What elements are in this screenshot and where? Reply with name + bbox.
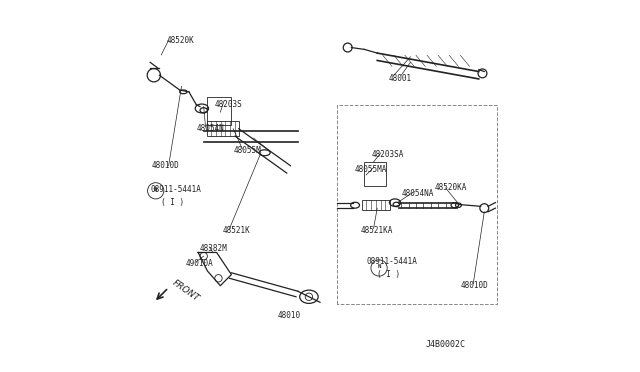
Text: 48054NA: 48054NA <box>401 189 434 198</box>
Text: 48521KA: 48521KA <box>360 226 393 235</box>
Text: ( I ): ( I ) <box>377 270 401 279</box>
Text: J4B0002C: J4B0002C <box>426 340 466 349</box>
Text: 48054N: 48054N <box>196 124 224 133</box>
Text: N: N <box>378 264 381 269</box>
Text: 48055M: 48055M <box>233 147 261 155</box>
Text: FRONT: FRONT <box>170 279 201 304</box>
Text: 08911-5441A: 08911-5441A <box>366 257 417 266</box>
Text: 48010: 48010 <box>278 311 301 320</box>
Text: 48010D: 48010D <box>460 281 488 290</box>
Text: 08911-5441A: 08911-5441A <box>150 185 201 194</box>
Text: 48001: 48001 <box>388 74 412 83</box>
Text: 48382M: 48382M <box>200 244 228 253</box>
Text: 49010A: 49010A <box>185 259 213 268</box>
Bar <box>364 162 387 186</box>
Text: 48055MA: 48055MA <box>355 165 387 174</box>
Text: N: N <box>154 187 157 192</box>
Text: 48520K: 48520K <box>167 36 195 45</box>
Text: 48010D: 48010D <box>152 161 180 170</box>
Text: ( I ): ( I ) <box>161 198 184 207</box>
Text: 48203SA: 48203SA <box>372 150 404 159</box>
Text: 48203S: 48203S <box>215 100 243 109</box>
Bar <box>207 121 239 136</box>
Bar <box>207 97 232 125</box>
Text: 48520KA: 48520KA <box>435 183 467 192</box>
Text: 48521K: 48521K <box>222 226 250 235</box>
Bar <box>362 200 390 210</box>
